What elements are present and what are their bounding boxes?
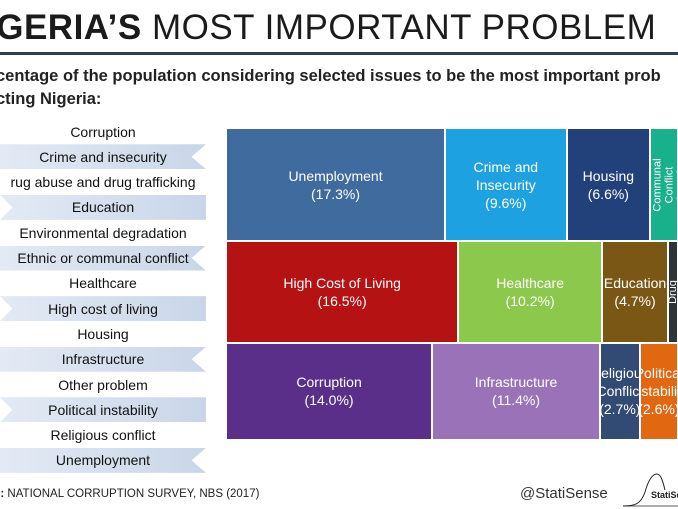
legend-item: Crime and insecurity [0,144,206,170]
treemap-cell: Infrastructure (11.4%) [432,342,600,440]
treemap-cell-label: Infrastructure (11.4%) [474,374,558,409]
legend-item: Ethnic or communal conflict [0,245,206,271]
treemap-cell: Religious Conflict (2.7%) [599,342,640,440]
treemap-cell-label: Education (4.7%) [603,274,667,309]
legend-item: Education [0,194,206,220]
legend-item: Unemployment [0,447,206,473]
treemap-cell-label: Unemployment (17.3%) [288,167,383,202]
legend-item: Healthcare [69,275,137,292]
legend-item: Corruption [70,123,136,140]
legend-item: Political instability [0,397,206,423]
treemap-chart: Unemployment (17.3%) Crime and Insecurity… [226,128,678,440]
legend-item: Religious conflict [50,427,156,444]
logo-text: StatiSe [651,490,678,500]
source-label: e: [0,488,5,500]
title-bold: IGERIA’S [0,8,142,47]
treemap-cell: Housing (6.6%) [566,128,651,242]
treemap-cell-label: Healthcare (10.2%) [496,274,564,309]
page-title: IGERIA’S MOST IMPORTANT PROBLEM [0,8,656,48]
treemap-cell-label: Housing (6.6%) [582,167,635,202]
treemap-cell: Crime and Insecurity (9.6%) [445,128,567,242]
treemap-cell-label: Religious Conflict (2.7%) [599,365,640,418]
treemap-cell-label: High Cost of Living (16.5%) [283,274,401,309]
legend-item: rug abuse and drug trafficking [10,174,196,191]
source-note: e: NATIONAL CORRUPTION SURVEY, NBS (2017… [0,488,259,500]
author-handle: @StatiSense [520,485,608,502]
treemap-cell-label: Ethnic or Communal Conflict (2.2%) [651,157,677,212]
treemap-cell-label: Corruption (14.0%) [296,374,362,409]
treemap-cell: Corruption (14.0%) [226,342,433,440]
treemap-cell: Healthcare (10.2%) [458,241,602,343]
treemap-cell: Ethnic or Communal Conflict (2.2%) [650,128,678,242]
legend-item: Environmental degradation [19,224,187,241]
treemap-cell-label: Political Instability (2.6%) [639,365,678,418]
treemap-cell: Drug Abuse & Drug Trafficking (0.7%) [668,241,678,343]
subtitle-line-2: cting Nigeria: [0,90,102,108]
subtitle-line-1: centage of the population considering se… [0,67,661,85]
treemap-cell-label: Drug Abuse & Drug Trafficking (0.7%) [668,279,678,304]
logo-curve-icon: StatiSe [622,473,678,507]
legend-item: Other problem [58,376,148,393]
legend-item: High cost of living [0,296,206,322]
treemap-cell: Unemployment (17.3%) [226,128,446,242]
treemap-cell: Political Instability (2.6%) [639,342,678,440]
legend-item: Infrastructure [0,346,206,372]
treemap-cell-label: Crime and Insecurity (9.6%) [473,158,539,211]
treemap-cell: High Cost of Living (16.5%) [226,241,459,343]
title-rule [0,52,678,55]
source-text: NATIONAL CORRUPTION SURVEY, NBS (2017) [4,488,260,500]
legend-item: Housing [77,325,129,342]
statisense-logo: StatiSe [621,468,678,509]
title-rest: MOST IMPORTANT PROBLEM [141,8,657,47]
treemap-cell: Education (4.7%) [601,241,669,343]
